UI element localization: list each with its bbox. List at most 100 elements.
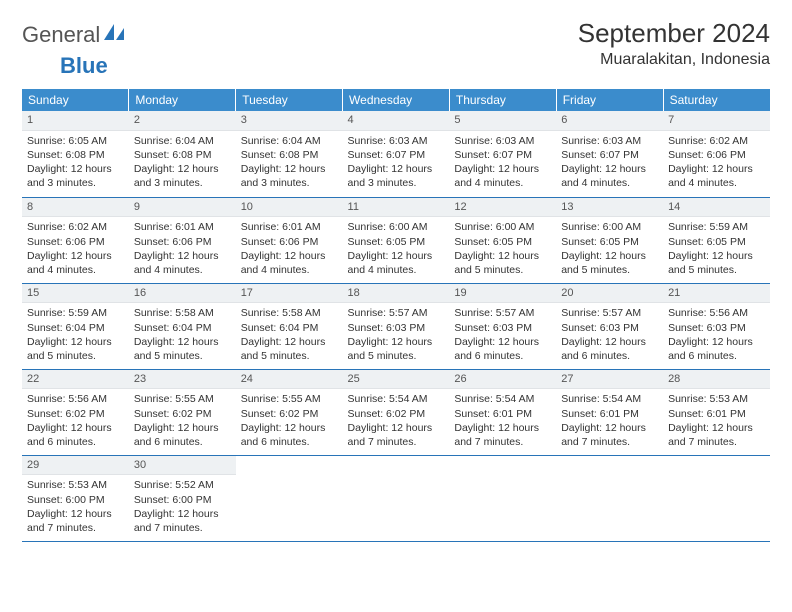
day-content: Sunrise: 5:58 AMSunset: 6:04 PMDaylight:… bbox=[236, 303, 343, 367]
day-number: 26 bbox=[449, 370, 556, 390]
day-content: Sunrise: 5:58 AMSunset: 6:04 PMDaylight:… bbox=[129, 303, 236, 367]
day-number: 17 bbox=[236, 284, 343, 304]
day-number: 4 bbox=[343, 111, 450, 131]
day-content: Sunrise: 6:01 AMSunset: 6:06 PMDaylight:… bbox=[129, 217, 236, 281]
calendar-cell: 29Sunrise: 5:53 AMSunset: 6:00 PMDayligh… bbox=[22, 455, 129, 541]
day-number: 20 bbox=[556, 284, 663, 304]
calendar-cell bbox=[449, 455, 556, 541]
calendar-cell: 14Sunrise: 5:59 AMSunset: 6:05 PMDayligh… bbox=[663, 197, 770, 283]
weekday-header-row: SundayMondayTuesdayWednesdayThursdayFrid… bbox=[22, 89, 770, 111]
brand-logo: General bbox=[22, 22, 128, 48]
calendar-cell: 2Sunrise: 6:04 AMSunset: 6:08 PMDaylight… bbox=[129, 111, 236, 197]
calendar-cell: 28Sunrise: 5:53 AMSunset: 6:01 PMDayligh… bbox=[663, 369, 770, 455]
day-number: 23 bbox=[129, 370, 236, 390]
weekday-header: Saturday bbox=[663, 89, 770, 111]
day-number: 15 bbox=[22, 284, 129, 304]
day-content: Sunrise: 6:00 AMSunset: 6:05 PMDaylight:… bbox=[343, 217, 450, 281]
weekday-header: Wednesday bbox=[343, 89, 450, 111]
calendar-cell bbox=[556, 455, 663, 541]
day-number: 16 bbox=[129, 284, 236, 304]
weekday-header: Tuesday bbox=[236, 89, 343, 111]
day-content: Sunrise: 6:00 AMSunset: 6:05 PMDaylight:… bbox=[556, 217, 663, 281]
day-content: Sunrise: 6:05 AMSunset: 6:08 PMDaylight:… bbox=[22, 131, 129, 195]
day-number: 12 bbox=[449, 198, 556, 218]
brand-sail-icon bbox=[104, 24, 126, 47]
day-number: 1 bbox=[22, 111, 129, 131]
day-content: Sunrise: 5:57 AMSunset: 6:03 PMDaylight:… bbox=[343, 303, 450, 367]
day-content: Sunrise: 6:00 AMSunset: 6:05 PMDaylight:… bbox=[449, 217, 556, 281]
day-number: 21 bbox=[663, 284, 770, 304]
day-content: Sunrise: 6:03 AMSunset: 6:07 PMDaylight:… bbox=[343, 131, 450, 195]
day-content: Sunrise: 6:04 AMSunset: 6:08 PMDaylight:… bbox=[129, 131, 236, 195]
day-content: Sunrise: 5:54 AMSunset: 6:01 PMDaylight:… bbox=[449, 389, 556, 453]
month-title: September 2024 bbox=[578, 18, 770, 49]
calendar-cell: 1Sunrise: 6:05 AMSunset: 6:08 PMDaylight… bbox=[22, 111, 129, 197]
day-number: 29 bbox=[22, 456, 129, 476]
calendar-cell: 11Sunrise: 6:00 AMSunset: 6:05 PMDayligh… bbox=[343, 197, 450, 283]
calendar-cell: 21Sunrise: 5:56 AMSunset: 6:03 PMDayligh… bbox=[663, 283, 770, 369]
calendar-cell: 9Sunrise: 6:01 AMSunset: 6:06 PMDaylight… bbox=[129, 197, 236, 283]
calendar-row: 1Sunrise: 6:05 AMSunset: 6:08 PMDaylight… bbox=[22, 111, 770, 197]
calendar-cell: 12Sunrise: 6:00 AMSunset: 6:05 PMDayligh… bbox=[449, 197, 556, 283]
day-content: Sunrise: 6:04 AMSunset: 6:08 PMDaylight:… bbox=[236, 131, 343, 195]
day-number: 28 bbox=[663, 370, 770, 390]
day-content: Sunrise: 5:52 AMSunset: 6:00 PMDaylight:… bbox=[129, 475, 236, 539]
day-number: 13 bbox=[556, 198, 663, 218]
calendar-cell: 5Sunrise: 6:03 AMSunset: 6:07 PMDaylight… bbox=[449, 111, 556, 197]
calendar-cell bbox=[343, 455, 450, 541]
calendar-cell: 20Sunrise: 5:57 AMSunset: 6:03 PMDayligh… bbox=[556, 283, 663, 369]
calendar-cell: 22Sunrise: 5:56 AMSunset: 6:02 PMDayligh… bbox=[22, 369, 129, 455]
calendar-cell: 30Sunrise: 5:52 AMSunset: 6:00 PMDayligh… bbox=[129, 455, 236, 541]
calendar-cell: 15Sunrise: 5:59 AMSunset: 6:04 PMDayligh… bbox=[22, 283, 129, 369]
day-number: 5 bbox=[449, 111, 556, 131]
calendar-cell: 19Sunrise: 5:57 AMSunset: 6:03 PMDayligh… bbox=[449, 283, 556, 369]
day-content: Sunrise: 5:54 AMSunset: 6:01 PMDaylight:… bbox=[556, 389, 663, 453]
calendar-row: 29Sunrise: 5:53 AMSunset: 6:00 PMDayligh… bbox=[22, 455, 770, 541]
weekday-header: Thursday bbox=[449, 89, 556, 111]
day-content: Sunrise: 6:02 AMSunset: 6:06 PMDaylight:… bbox=[663, 131, 770, 195]
weekday-header: Friday bbox=[556, 89, 663, 111]
calendar-cell: 7Sunrise: 6:02 AMSunset: 6:06 PMDaylight… bbox=[663, 111, 770, 197]
weekday-header: Monday bbox=[129, 89, 236, 111]
day-number: 11 bbox=[343, 198, 450, 218]
day-content: Sunrise: 5:53 AMSunset: 6:01 PMDaylight:… bbox=[663, 389, 770, 453]
calendar-cell: 24Sunrise: 5:55 AMSunset: 6:02 PMDayligh… bbox=[236, 369, 343, 455]
day-number: 25 bbox=[343, 370, 450, 390]
calendar-cell: 18Sunrise: 5:57 AMSunset: 6:03 PMDayligh… bbox=[343, 283, 450, 369]
day-content: Sunrise: 5:57 AMSunset: 6:03 PMDaylight:… bbox=[556, 303, 663, 367]
weekday-header: Sunday bbox=[22, 89, 129, 111]
day-number: 7 bbox=[663, 111, 770, 131]
day-number: 30 bbox=[129, 456, 236, 476]
calendar-table: SundayMondayTuesdayWednesdayThursdayFrid… bbox=[22, 89, 770, 542]
calendar-cell: 8Sunrise: 6:02 AMSunset: 6:06 PMDaylight… bbox=[22, 197, 129, 283]
calendar-body: 1Sunrise: 6:05 AMSunset: 6:08 PMDaylight… bbox=[22, 111, 770, 541]
calendar-cell: 27Sunrise: 5:54 AMSunset: 6:01 PMDayligh… bbox=[556, 369, 663, 455]
calendar-cell: 13Sunrise: 6:00 AMSunset: 6:05 PMDayligh… bbox=[556, 197, 663, 283]
calendar-cell: 4Sunrise: 6:03 AMSunset: 6:07 PMDaylight… bbox=[343, 111, 450, 197]
day-number: 8 bbox=[22, 198, 129, 218]
calendar-cell: 23Sunrise: 5:55 AMSunset: 6:02 PMDayligh… bbox=[129, 369, 236, 455]
day-content: Sunrise: 5:59 AMSunset: 6:05 PMDaylight:… bbox=[663, 217, 770, 281]
day-number: 22 bbox=[22, 370, 129, 390]
calendar-cell: 3Sunrise: 6:04 AMSunset: 6:08 PMDaylight… bbox=[236, 111, 343, 197]
day-number: 10 bbox=[236, 198, 343, 218]
day-content: Sunrise: 5:54 AMSunset: 6:02 PMDaylight:… bbox=[343, 389, 450, 453]
day-number: 14 bbox=[663, 198, 770, 218]
calendar-cell: 26Sunrise: 5:54 AMSunset: 6:01 PMDayligh… bbox=[449, 369, 556, 455]
calendar-cell: 6Sunrise: 6:03 AMSunset: 6:07 PMDaylight… bbox=[556, 111, 663, 197]
calendar-cell: 16Sunrise: 5:58 AMSunset: 6:04 PMDayligh… bbox=[129, 283, 236, 369]
day-content: Sunrise: 6:03 AMSunset: 6:07 PMDaylight:… bbox=[556, 131, 663, 195]
brand-word2: Blue bbox=[60, 53, 108, 78]
calendar-row: 15Sunrise: 5:59 AMSunset: 6:04 PMDayligh… bbox=[22, 283, 770, 369]
day-content: Sunrise: 5:56 AMSunset: 6:02 PMDaylight:… bbox=[22, 389, 129, 453]
day-content: Sunrise: 5:56 AMSunset: 6:03 PMDaylight:… bbox=[663, 303, 770, 367]
day-number: 3 bbox=[236, 111, 343, 131]
calendar-cell: 17Sunrise: 5:58 AMSunset: 6:04 PMDayligh… bbox=[236, 283, 343, 369]
day-content: Sunrise: 5:55 AMSunset: 6:02 PMDaylight:… bbox=[236, 389, 343, 453]
calendar-cell: 25Sunrise: 5:54 AMSunset: 6:02 PMDayligh… bbox=[343, 369, 450, 455]
calendar-row: 22Sunrise: 5:56 AMSunset: 6:02 PMDayligh… bbox=[22, 369, 770, 455]
day-content: Sunrise: 5:59 AMSunset: 6:04 PMDaylight:… bbox=[22, 303, 129, 367]
day-number: 6 bbox=[556, 111, 663, 131]
calendar-cell bbox=[663, 455, 770, 541]
day-content: Sunrise: 5:53 AMSunset: 6:00 PMDaylight:… bbox=[22, 475, 129, 539]
